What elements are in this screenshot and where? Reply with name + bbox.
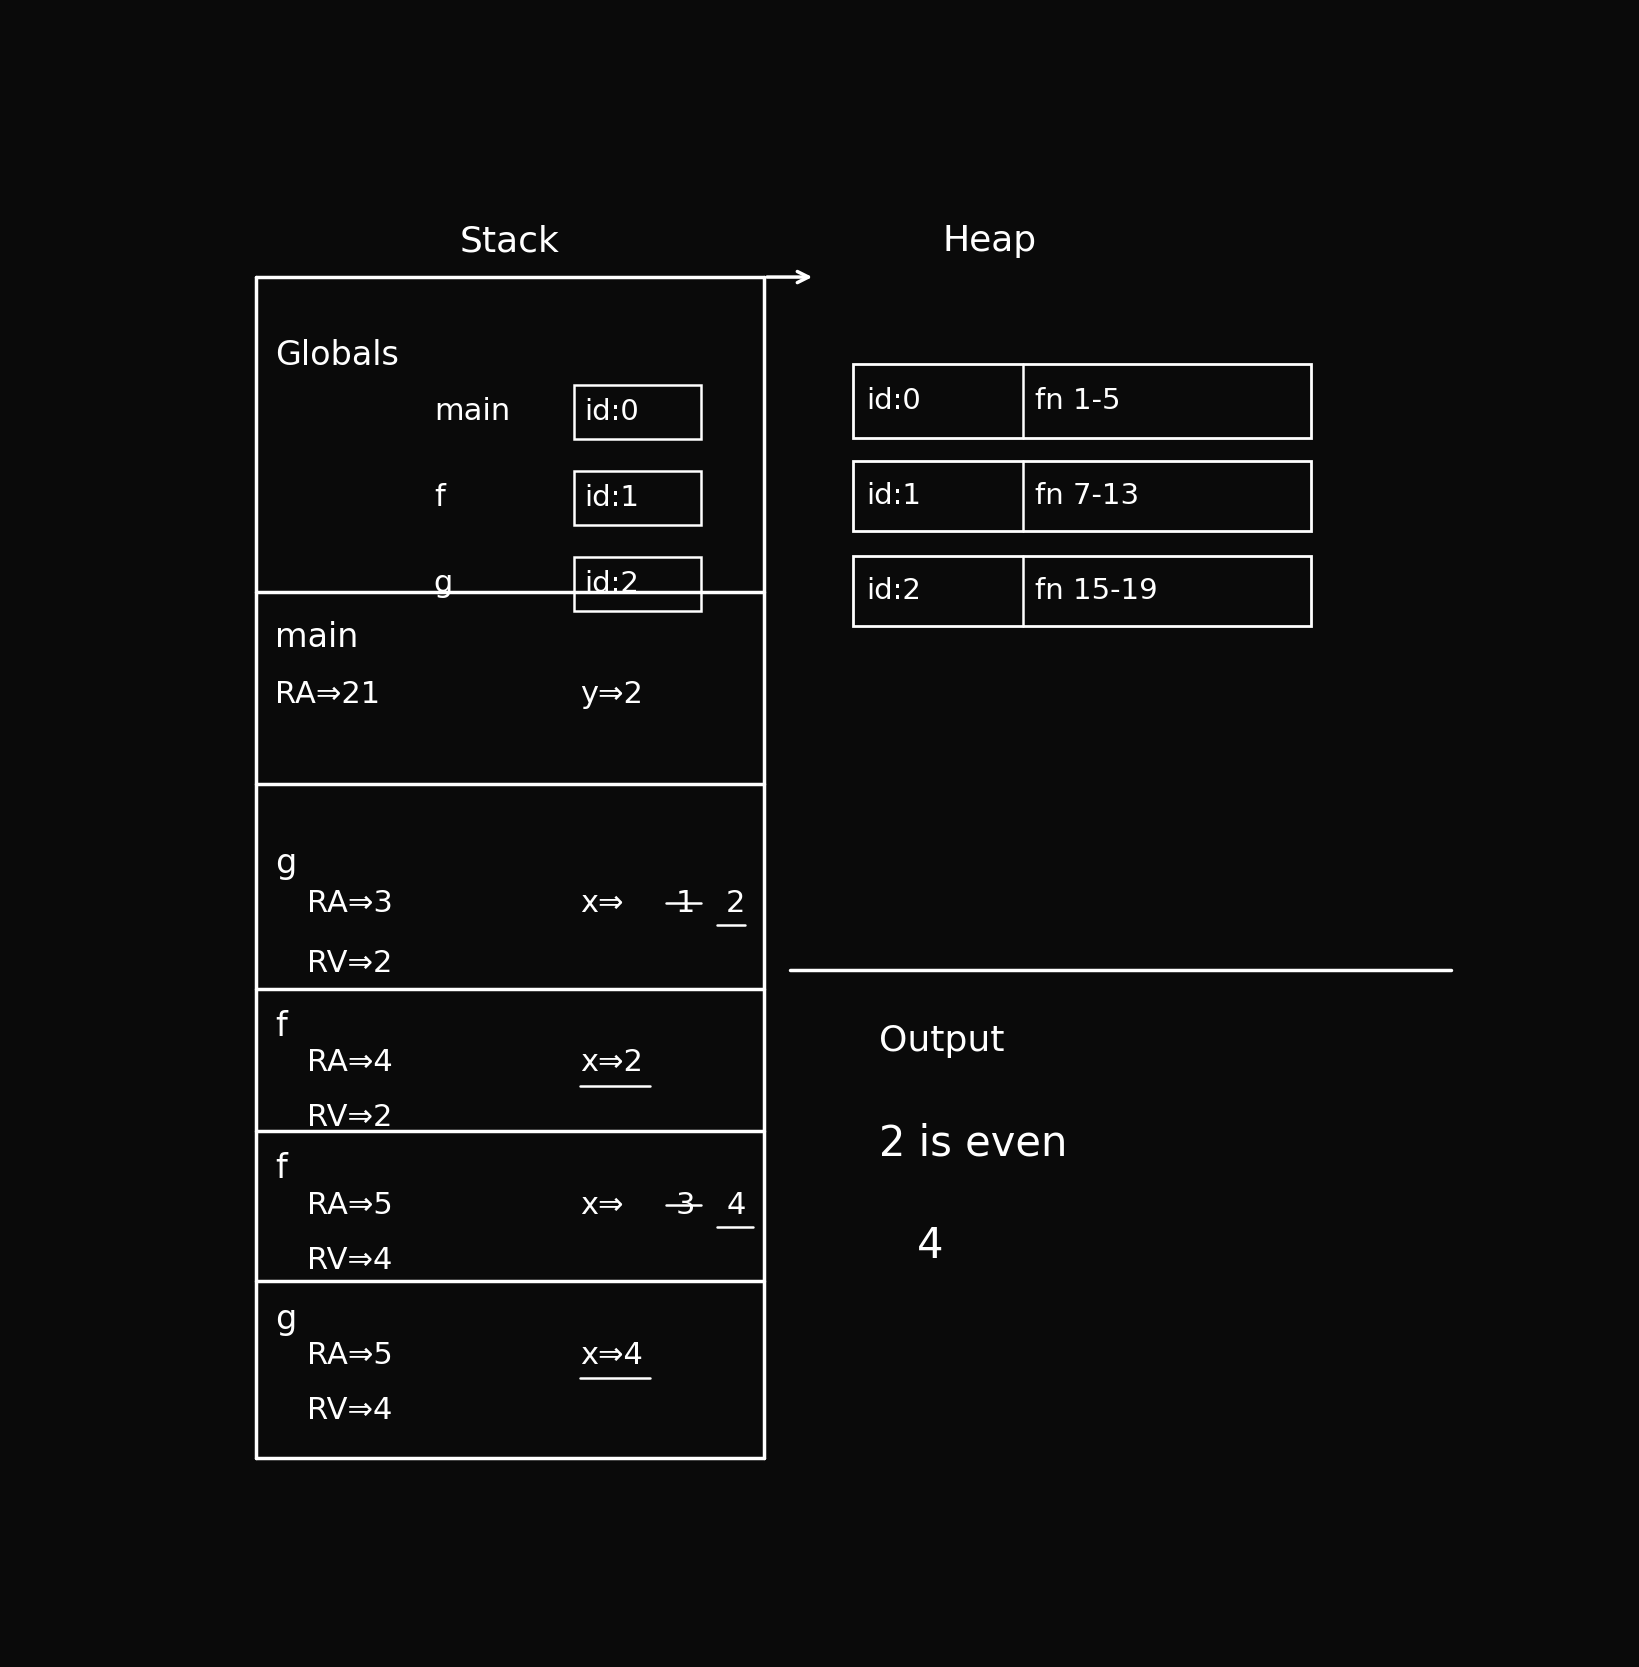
Text: g: g	[275, 847, 297, 880]
Text: 1: 1	[675, 889, 695, 919]
Text: id:2: id:2	[583, 570, 638, 598]
Text: main: main	[275, 622, 357, 653]
Text: main: main	[433, 397, 510, 427]
Text: RA⇒21: RA⇒21	[275, 680, 380, 708]
Text: f: f	[275, 1152, 287, 1185]
Text: f: f	[433, 483, 444, 512]
Text: RV⇒2: RV⇒2	[306, 949, 392, 979]
Text: RV⇒4: RV⇒4	[306, 1245, 392, 1275]
Text: 4: 4	[726, 1190, 746, 1220]
Text: Stack: Stack	[461, 223, 559, 258]
Text: RA⇒3: RA⇒3	[306, 889, 392, 919]
Text: x⇒2: x⇒2	[580, 1049, 642, 1077]
Text: x⇒4: x⇒4	[580, 1340, 642, 1370]
Text: Globals: Globals	[275, 338, 398, 372]
Text: fn 15-19: fn 15-19	[1034, 577, 1157, 605]
Bar	[852, 460, 1310, 532]
Text: id:0: id:0	[583, 398, 638, 425]
Text: 3: 3	[675, 1190, 695, 1220]
Text: RA⇒5: RA⇒5	[306, 1190, 392, 1220]
Text: Output: Output	[879, 1024, 1003, 1059]
Text: x⇒: x⇒	[580, 889, 623, 919]
Bar	[852, 555, 1310, 627]
Text: RV⇒4: RV⇒4	[306, 1395, 392, 1425]
Text: RA⇒4: RA⇒4	[306, 1049, 392, 1077]
Text: x⇒: x⇒	[580, 1190, 623, 1220]
Text: 4: 4	[916, 1225, 942, 1267]
Text: y⇒2: y⇒2	[580, 680, 642, 708]
Text: id:1: id:1	[865, 482, 921, 510]
Text: id:0: id:0	[865, 387, 919, 415]
Text: 2 is even: 2 is even	[879, 1122, 1067, 1165]
Bar	[574, 385, 700, 438]
Text: id:1: id:1	[583, 483, 638, 512]
Text: RV⇒2: RV⇒2	[306, 1104, 392, 1132]
Text: id:2: id:2	[865, 577, 919, 605]
Bar	[852, 365, 1310, 437]
Text: fn 1-5: fn 1-5	[1034, 387, 1119, 415]
Text: fn 7-13: fn 7-13	[1034, 482, 1139, 510]
Text: g: g	[275, 1302, 297, 1335]
Text: Heap: Heap	[942, 223, 1036, 258]
Bar	[574, 557, 700, 610]
Text: 2: 2	[726, 889, 746, 919]
Text: g: g	[433, 570, 452, 598]
Text: RA⇒5: RA⇒5	[306, 1340, 392, 1370]
Text: f: f	[275, 1010, 287, 1044]
Bar	[574, 470, 700, 525]
